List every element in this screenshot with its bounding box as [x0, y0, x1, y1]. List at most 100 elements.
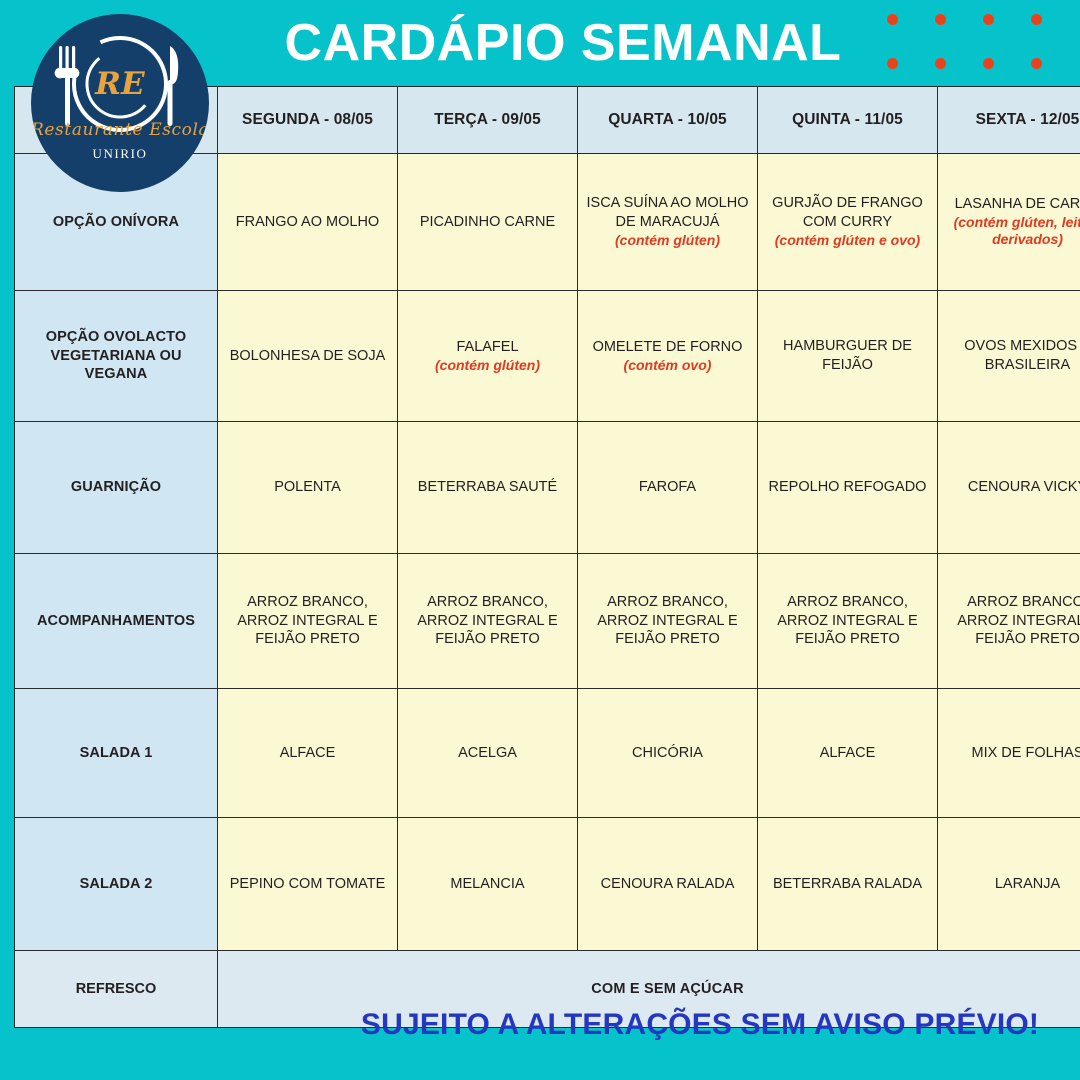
decorative-dot	[886, 14, 898, 25]
menu-cell-onivora-sexta: LASANHA DE CARNE (contém glúten, leite e…	[937, 153, 1080, 291]
menu-cell-guarnicao-quarta: FAROFA	[577, 421, 758, 554]
dish-name: OVOS MEXIDOS À BRASILEIRA	[964, 338, 1080, 373]
table-row-salada1: SALADA 1 ALFACE ACELGA CHICÓRIA ALFACE M…	[14, 688, 1080, 818]
dish-name: GURJÃO DE FRANGO COM CURRY	[772, 195, 923, 231]
dish-name: FALAFEL	[456, 338, 519, 355]
refresco-value: COM E SEM AÇÚCAR	[217, 950, 1080, 1028]
dish-name: PICADINHO CARNE	[419, 213, 556, 230]
dish-name: FRANGO AO MOLHO	[235, 213, 380, 230]
table-body: OPÇÃO ONÍVORA FRANGO AO MOLHO PICADINHO …	[14, 153, 1080, 1028]
footer-disclaimer: SUJEITO A ALTERAÇÕES SEM AVISO PRÉVIO!	[360, 1008, 1040, 1041]
dish-name: FAROFA	[638, 479, 697, 496]
plate-inner-icon	[85, 49, 155, 119]
decorative-dot	[982, 58, 994, 69]
dish-name: CENOURA VICKY	[967, 479, 1080, 496]
menu-cell-salada2-segunda: PEPINO COM TOMATE	[217, 817, 398, 951]
decorative-dot	[982, 14, 994, 25]
row-label-acompanhamentos: ACOMPANHAMENTOS	[14, 553, 218, 689]
row-label-refresco: REFRESCO	[14, 950, 218, 1028]
allergen-note: (contém glúten e ovo)	[774, 232, 921, 249]
menu-cell-salada1-quarta: CHICÓRIA	[577, 688, 758, 818]
dish-name: MIX DE FOLHAS	[971, 744, 1080, 761]
fork-icon	[54, 46, 80, 126]
menu-cell-salada2-sexta: LARANJA	[937, 817, 1080, 951]
page-title: CARDÁPIO SEMANAL	[284, 14, 842, 72]
day-header-terca: TERÇA - 09/05	[397, 86, 578, 154]
dish-name: ACELGA	[458, 744, 517, 761]
dish-name: ARROZ BRANCO, ARROZ INTEGRAL E FEIJÃO PR…	[957, 593, 1080, 648]
decorative-dot	[886, 58, 898, 69]
row-label-guarnicao: GUARNIÇÃO	[14, 421, 218, 554]
menu-cell-onivora-quarta: ISCA SUÍNA AO MOLHO DE MARACUJÁ (contém …	[577, 153, 758, 291]
menu-cell-guarnicao-quinta: REPOLHO REFOGADO	[757, 421, 938, 554]
dish-name: POLENTA	[274, 479, 341, 496]
menu-cell-salada2-terca: MELANCIA	[397, 817, 578, 951]
menu-cell-acompanhamentos-quinta: ARROZ BRANCO, ARROZ INTEGRAL E FEIJÃO PR…	[757, 553, 938, 689]
menu-cell-salada1-segunda: ALFACE	[217, 688, 398, 818]
dish-name: ARROZ BRANCO, ARROZ INTEGRAL E FEIJÃO PR…	[777, 593, 918, 648]
decorative-dot-grid-top-right	[868, 14, 1060, 102]
dish-name: LARANJA	[994, 875, 1061, 892]
menu-cell-vegetariana-terca: FALAFEL (contém glúten)	[397, 290, 578, 422]
dish-name: ALFACE	[279, 744, 336, 761]
menu-cell-guarnicao-segunda: POLENTA	[217, 421, 398, 554]
decorative-dot	[934, 14, 946, 25]
row-label-vegetariana: OPÇÃO OVOLACTO VEGETARIANA OU VEGANA	[14, 290, 218, 422]
menu-cell-salada1-sexta: MIX DE FOLHAS	[937, 688, 1080, 818]
allergen-note: (contém ovo)	[623, 356, 712, 373]
menu-cell-salada1-quinta: ALFACE	[757, 688, 938, 818]
allergen-note: (contém glúten)	[615, 232, 720, 249]
dish-name: REPOLHO REFOGADO	[768, 479, 927, 496]
menu-cell-acompanhamentos-quarta: ARROZ BRANCO, ARROZ INTEGRAL E FEIJÃO PR…	[577, 553, 758, 689]
dish-name: MELANCIA	[450, 875, 525, 892]
dish-name: ALFACE	[819, 744, 876, 761]
menu-cell-onivora-quinta: GURJÃO DE FRANGO COM CURRY (contém glúte…	[757, 153, 938, 291]
dish-name: OMELETE DE FORNO	[592, 338, 743, 355]
logo-monogram: RE	[94, 66, 145, 102]
day-header-sexta: SEXTA - 12/05	[937, 86, 1080, 154]
restaurant-logo: RE Restaurante Escola UNIRIO	[31, 14, 209, 192]
menu-cell-salada1-terca: ACELGA	[397, 688, 578, 818]
knife-icon	[167, 46, 179, 126]
dish-name: LASANHA DE CARNE	[954, 196, 1080, 213]
menu-cell-vegetariana-sexta: OVOS MEXIDOS À BRASILEIRA	[937, 290, 1080, 422]
dish-name: ISCA SUÍNA AO MOLHO DE MARACUJÁ	[586, 195, 749, 231]
dish-name: BETERRABA RALADA	[772, 875, 923, 892]
table-row-vegetariana: OPÇÃO OVOLACTO VEGETARIANA OU VEGANA BOL…	[14, 290, 1080, 422]
table-row-onivora: OPÇÃO ONÍVORA FRANGO AO MOLHO PICADINHO …	[14, 153, 1080, 291]
menu-cell-vegetariana-quinta: HAMBURGUER DE FEIJÃO	[757, 290, 938, 422]
logo-brand-text: Restaurante Escola	[31, 120, 209, 140]
menu-cell-vegetariana-quarta: OMELETE DE FORNO (contém ovo)	[577, 290, 758, 422]
dish-name: CHICÓRIA	[632, 744, 703, 761]
row-label-salada2: SALADA 2	[14, 817, 218, 951]
menu-cell-vegetariana-segunda: BOLONHESA DE SOJA	[217, 290, 398, 422]
weekly-menu-table: SEGUNDA - 08/05 TERÇA - 09/05 QUARTA - 1…	[14, 86, 1080, 1028]
table-row-refresco: REFRESCO COM E SEM AÇÚCAR	[14, 950, 1080, 1028]
day-header-quinta: QUINTA - 11/05	[757, 86, 938, 154]
day-header-quarta: QUARTA - 10/05	[577, 86, 758, 154]
menu-cell-guarnicao-sexta: CENOURA VICKY	[937, 421, 1080, 554]
menu-cell-acompanhamentos-sexta: ARROZ BRANCO, ARROZ INTEGRAL E FEIJÃO PR…	[937, 553, 1080, 689]
menu-cell-acompanhamentos-segunda: ARROZ BRANCO, ARROZ INTEGRAL E FEIJÃO PR…	[217, 553, 398, 689]
dish-name: ARROZ BRANCO, ARROZ INTEGRAL E FEIJÃO PR…	[237, 593, 378, 648]
logo-subtitle-text: UNIRIO	[92, 146, 148, 161]
row-label-salada1: SALADA 1	[14, 688, 218, 818]
allergen-note: (contém glúten)	[435, 356, 540, 373]
menu-cell-acompanhamentos-terca: ARROZ BRANCO, ARROZ INTEGRAL E FEIJÃO PR…	[397, 553, 578, 689]
allergen-note: (contém glúten, leite e derivados)	[953, 213, 1080, 248]
dish-name: ARROZ BRANCO, ARROZ INTEGRAL E FEIJÃO PR…	[597, 593, 738, 648]
plate-icon	[72, 36, 168, 133]
menu-cell-onivora-terca: PICADINHO CARNE	[397, 153, 578, 291]
dish-name: HAMBURGUER DE FEIJÃO	[783, 338, 912, 373]
header-banner: CARDÁPIO SEMANAL	[0, 0, 1080, 86]
logo-graphic: RE	[54, 36, 179, 133]
menu-cell-onivora-segunda: FRANGO AO MOLHO	[217, 153, 398, 291]
decorative-dot	[934, 58, 946, 69]
decorative-dot	[1030, 58, 1042, 69]
dish-name: PEPINO COM TOMATE	[229, 875, 386, 892]
decorative-dot	[1030, 14, 1042, 25]
dish-name: ARROZ BRANCO, ARROZ INTEGRAL E FEIJÃO PR…	[417, 593, 558, 648]
dish-name: BETERRABA SAUTÉ	[417, 479, 558, 496]
dish-name: CENOURA RALADA	[600, 875, 735, 892]
menu-cell-salada2-quinta: BETERRABA RALADA	[757, 817, 938, 951]
